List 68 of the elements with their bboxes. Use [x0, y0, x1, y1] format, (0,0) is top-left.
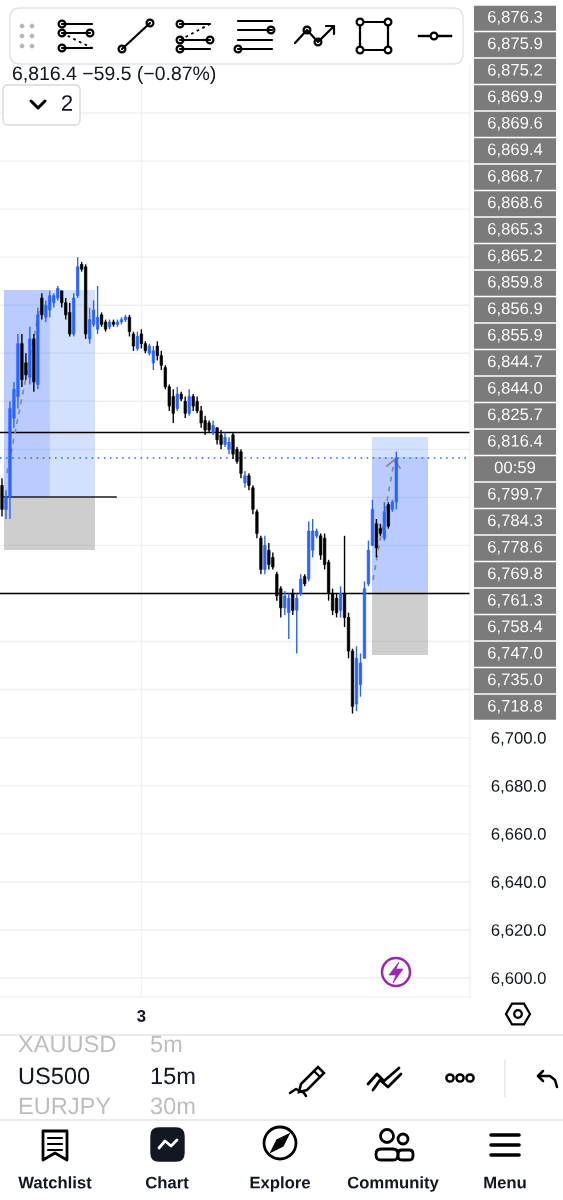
text: 5m — [150, 1035, 182, 1053]
text: 6,761.3 — [488, 593, 543, 608]
chart-title: 6,816.4 −59.5 (−0.87%) — [12, 65, 216, 85]
candlestick — [175, 386, 179, 412]
text: Chart — [145, 1176, 189, 1189]
text: 6,876.3 — [488, 10, 543, 25]
text: 6,869.4 — [488, 143, 543, 158]
text: 6,784.3 — [488, 514, 543, 529]
y-tick-label: 6,620.0 — [491, 924, 546, 938]
text: 30m — [150, 1097, 195, 1115]
text: 6,769.8 — [488, 567, 543, 582]
text: 6,869.9 — [488, 90, 543, 105]
candlestick — [40, 292, 44, 321]
candlestick — [155, 340, 159, 362]
text: 6,758.4 — [488, 620, 543, 635]
text: 6,799.7 — [488, 487, 542, 502]
text: US500 — [19, 1067, 90, 1085]
x-tick-label: 3 — [137, 1009, 146, 1022]
candlestick — [135, 330, 139, 352]
y-tick-label: 6,660.0 — [491, 828, 546, 842]
text: 6,825.7 — [488, 408, 542, 423]
text: 6,856.9 — [488, 302, 543, 317]
text: 6,747.0 — [488, 646, 543, 661]
y-tick-label: 6,640.0 — [491, 876, 546, 890]
candlestick — [183, 395, 187, 419]
text: XAUUSD — [18, 1035, 116, 1053]
text: 15m — [151, 1067, 195, 1085]
candlestick — [96, 285, 100, 335]
candlestick — [287, 592, 291, 640]
candlestick — [295, 592, 299, 655]
text: EURJPY — [19, 1097, 111, 1115]
text: 6,718.8 — [488, 699, 543, 714]
text: Menu — [484, 1176, 526, 1189]
candlestick — [139, 328, 143, 350]
candlestick — [386, 501, 390, 530]
text: 6,865.3 — [488, 222, 543, 237]
text: Watchlist — [18, 1176, 92, 1189]
candlestick — [187, 388, 191, 417]
annotation: 2 — [61, 95, 73, 111]
text: 00:59 — [494, 461, 536, 474]
text: 6,844.7 — [488, 355, 542, 370]
candlestick — [299, 573, 303, 597]
text: 6,869.6 — [488, 116, 543, 131]
candlestick — [171, 388, 175, 424]
text: 6,859.8 — [488, 275, 543, 290]
candlestick — [127, 314, 132, 338]
candlestick — [68, 302, 72, 338]
y-tick-label: 6,600.0 — [491, 972, 546, 986]
text: 6,855.9 — [488, 328, 543, 343]
text: Explore — [250, 1176, 310, 1192]
text: 6,875.9 — [488, 37, 543, 52]
text: 6,844.0 — [488, 381, 543, 396]
candlestick — [131, 330, 136, 352]
candlestick — [267, 542, 271, 571]
text: 6,868.6 — [488, 196, 543, 211]
text: 6,868.7 — [488, 169, 542, 184]
y-tick-label: 6,700.0 — [491, 731, 546, 746]
text: 6,875.2 — [488, 63, 542, 78]
candlestick — [239, 448, 243, 479]
y-tick-label: 6,680.0 — [491, 780, 546, 794]
text: Community — [347, 1176, 439, 1192]
candlestick — [338, 585, 343, 619]
text: 6,735.0 — [488, 673, 543, 688]
candlestick — [151, 345, 155, 371]
text: 6,865.2 — [488, 249, 542, 264]
candlestick — [48, 290, 52, 318]
text: 6,778.6 — [488, 540, 543, 555]
text: 6,816.4 — [488, 434, 543, 449]
